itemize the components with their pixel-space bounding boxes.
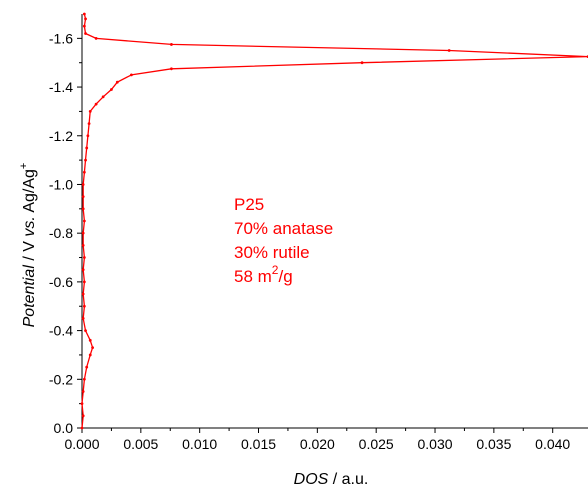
y-axis-title-sup: +: [18, 163, 30, 169]
data-point: [83, 171, 86, 174]
y-tick-label: -1.4: [49, 79, 73, 95]
data-point: [170, 67, 173, 70]
y-tick-labels: 0.0 -0.2 -0.4 -0.6 -0.8 -1.0 -1.2 -1.4 -1.6: [49, 30, 73, 436]
data-point: [83, 378, 86, 381]
data-point: [82, 183, 85, 186]
dos-series-points: [81, 13, 588, 430]
data-point: [88, 122, 91, 125]
data-point: [82, 414, 85, 417]
data-point: [81, 427, 84, 430]
data-point: [83, 305, 86, 308]
data-point: [91, 346, 94, 349]
data-point: [448, 49, 451, 52]
data-point: [82, 293, 85, 296]
annotation-surface-area-unit: /g: [278, 267, 292, 286]
y-axis-title-vs: vs.: [21, 216, 38, 236]
data-point: [81, 402, 84, 405]
y-axis-title: Potential / V vs. Ag/Ag+: [18, 163, 38, 328]
data-point: [82, 317, 85, 320]
x-tick-label: 0.035: [476, 436, 511, 452]
data-point: [84, 32, 87, 35]
data-point: [84, 17, 87, 20]
data-point: [170, 43, 173, 46]
x-axis-title-italic: DOS: [294, 471, 329, 488]
data-point: [130, 73, 133, 76]
annotation-rutile: 30% rutile: [234, 243, 310, 262]
y-tick-label: -1.6: [49, 30, 73, 46]
data-point: [95, 37, 98, 40]
y-tick-label: -0.8: [49, 225, 73, 241]
x-tick-label: 0.010: [182, 436, 217, 452]
annotation-sample-name: P25: [234, 195, 264, 214]
data-point: [83, 13, 86, 16]
data-point: [89, 339, 92, 342]
data-point: [83, 220, 86, 223]
data-point: [102, 95, 105, 98]
data-point: [83, 280, 86, 283]
annotation-surface-area-value: 58 m: [234, 267, 272, 286]
sample-annotation: P25 70% anatase 30% rutile 58 m2/g: [234, 195, 333, 286]
data-point: [83, 25, 86, 28]
data-point: [95, 103, 98, 106]
y-axis-title-ref: Ag/Ag: [21, 169, 38, 216]
data-point: [86, 134, 89, 137]
x-tick-label: 0.000: [64, 436, 99, 452]
data-point: [83, 256, 86, 259]
data-point: [361, 61, 364, 64]
data-point: [84, 329, 87, 332]
x-tick-label: 0.005: [123, 436, 158, 452]
x-tick-label: 0.020: [300, 436, 335, 452]
annotation-anatase: 70% anatase: [234, 219, 333, 238]
data-point: [89, 354, 92, 357]
data-point: [116, 81, 119, 84]
x-tick-labels: 0.000 0.005 0.010 0.015 0.020 0.025 0.030 0.035…: [64, 436, 570, 452]
data-point: [82, 232, 85, 235]
data-point: [82, 268, 85, 271]
y-tick-label: -0.4: [49, 323, 73, 339]
y-tick-label: -0.2: [49, 371, 73, 387]
x-axis-title: DOS / a.u.: [294, 471, 369, 488]
data-point: [82, 390, 85, 393]
y-tick-label: -1.0: [49, 176, 73, 192]
y-axis-title-italic: Potential: [21, 265, 38, 328]
data-point: [85, 147, 88, 150]
data-point: [89, 110, 92, 113]
data-point: [82, 195, 85, 198]
x-tick-label: 0.040: [535, 436, 570, 452]
data-point: [85, 366, 88, 369]
x-tick-label: 0.025: [359, 436, 394, 452]
data-point: [82, 207, 85, 210]
x-tick-label: 0.015: [241, 436, 276, 452]
y-tick-label: 0.0: [54, 420, 74, 436]
data-point: [82, 244, 85, 247]
y-axis-title-unit: / V: [21, 237, 38, 265]
y-tick-label: -0.6: [49, 274, 73, 290]
dos-series-line: [82, 14, 588, 428]
data-point: [84, 159, 87, 162]
x-tick-label: 0.030: [417, 436, 452, 452]
data-point: [110, 88, 113, 91]
annotation-surface-area: 58 m2/g: [234, 263, 293, 286]
y-tick-label: -1.2: [49, 128, 73, 144]
x-axis-title-unit: / a.u.: [328, 471, 368, 488]
